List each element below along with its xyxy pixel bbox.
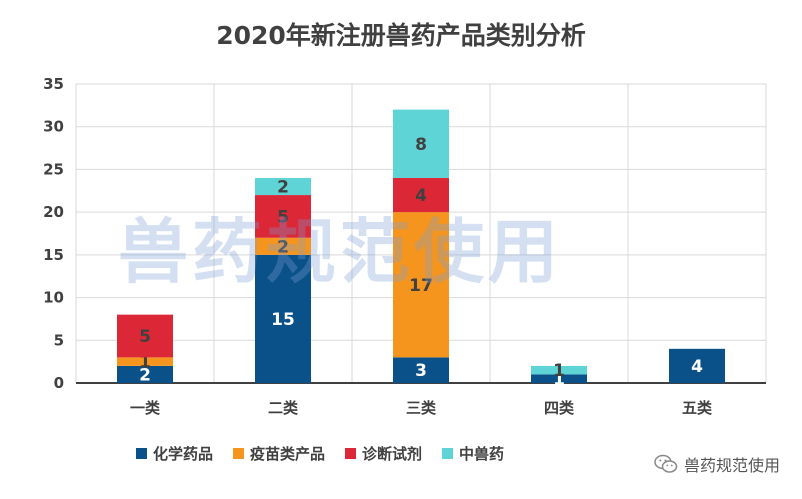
bar-segment xyxy=(117,357,173,366)
legend-swatch-chemical xyxy=(135,448,147,459)
bar-segment xyxy=(393,357,449,383)
legend-label-chemical: 化学药品 xyxy=(152,445,213,463)
x-tick-label: 一类 xyxy=(130,399,161,417)
footer-brand-label: 兽药规范使用 xyxy=(683,456,780,475)
y-tick-label: 10 xyxy=(43,289,64,307)
legend-item-diagnostic: 诊断试剂 xyxy=(345,443,422,464)
legend-label-tcvm: 中兽药 xyxy=(459,445,505,463)
bar-segment xyxy=(117,365,173,383)
bar-segment xyxy=(255,237,311,255)
footer-brand[interactable]: 兽药规范使用 xyxy=(654,452,780,476)
x-tick-label: 三类 xyxy=(406,399,437,417)
data-label: 2 xyxy=(139,365,151,385)
data-label: 5 xyxy=(277,207,289,227)
data-label: 2 xyxy=(277,178,289,198)
bar-segment xyxy=(393,212,449,358)
legend-item-tcvm: 中兽药 xyxy=(442,443,504,464)
data-label: 8 xyxy=(415,135,427,155)
bar-segment xyxy=(255,254,311,383)
data-label: 2 xyxy=(277,237,289,257)
data-label: 1 xyxy=(553,370,565,390)
data-label: 1 xyxy=(553,361,565,381)
bar-segment xyxy=(669,348,725,383)
data-label: 3 xyxy=(415,361,427,381)
legend-swatch-vaccine xyxy=(232,448,244,459)
bar-segment xyxy=(255,195,311,238)
legend-swatch-diagnostic xyxy=(345,448,356,459)
legend-label-diagnostic: 诊断试剂 xyxy=(362,445,423,463)
data-label: 4 xyxy=(691,357,703,377)
y-tick-label: 25 xyxy=(43,160,64,178)
legend-swatch-tcvm xyxy=(442,448,454,459)
chart-legend: 化学药品 疫苗类产品 诊断试剂 中兽药 xyxy=(0,443,640,464)
x-tick-label: 四类 xyxy=(544,399,575,417)
bar-segment xyxy=(117,314,173,358)
data-label: 4 xyxy=(415,186,427,206)
bar-segment xyxy=(393,177,449,213)
data-label: 5 xyxy=(139,327,151,347)
bar-segment xyxy=(531,374,587,383)
legend-item-chemical: 化学药品 xyxy=(135,443,213,464)
y-tick-label: 30 xyxy=(43,118,64,136)
wechat-icon xyxy=(654,454,678,473)
chart-title: 2020年新注册兽药产品类别分析 xyxy=(216,21,586,50)
data-label: 15 xyxy=(271,310,295,330)
bar-segment xyxy=(531,365,587,375)
legend-item-vaccine: 疫苗类产品 xyxy=(232,443,325,464)
y-tick-label: 20 xyxy=(43,203,64,221)
bar-segment xyxy=(393,109,449,178)
y-tick-label: 0 xyxy=(54,374,64,392)
x-tick-label: 二类 xyxy=(268,399,299,417)
y-tick-label: 5 xyxy=(54,331,64,349)
bar-segment xyxy=(255,177,311,196)
legend-label-vaccine: 疫苗类产品 xyxy=(249,445,325,463)
y-tick-label: 15 xyxy=(43,246,64,264)
data-label: 1 xyxy=(139,353,151,373)
x-tick-label: 五类 xyxy=(682,399,713,417)
data-label: 17 xyxy=(409,276,433,296)
y-tick-label: 35 xyxy=(43,75,64,93)
